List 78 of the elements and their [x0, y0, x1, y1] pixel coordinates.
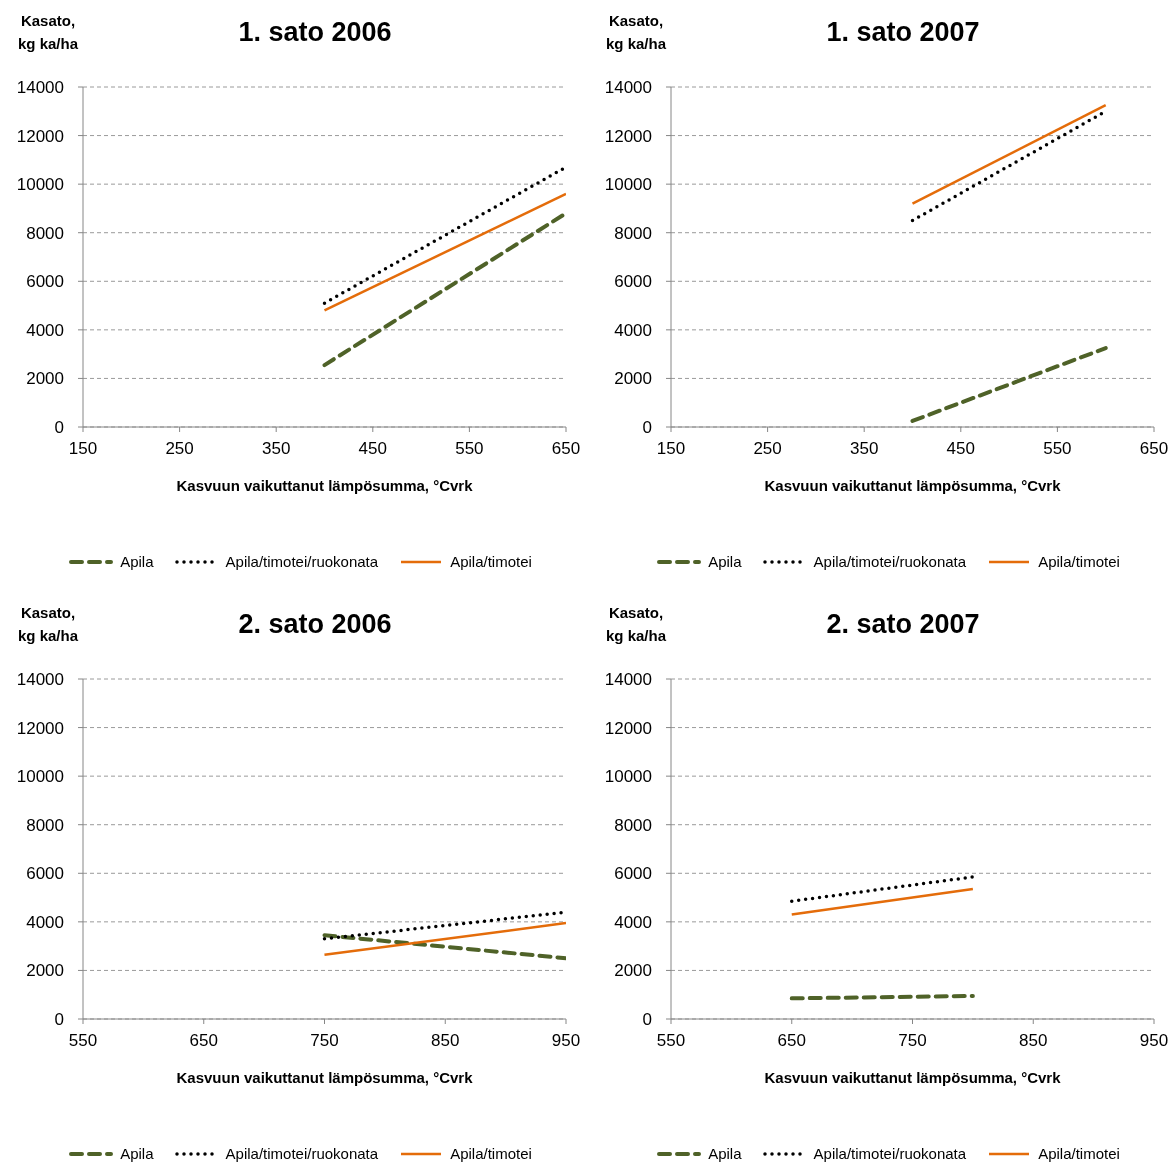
legend-label: Apila/timotei/ruokonata — [813, 1145, 967, 1162]
x-tick-label: 650 — [189, 1031, 218, 1051]
legend-label: Apila — [120, 553, 154, 570]
x-tick-label: 150 — [656, 439, 686, 459]
y-tick-label: 12000 — [604, 126, 652, 146]
y-axis-title: Kasato, kg ka/ha — [17, 603, 79, 646]
x-tick-label: 450 — [358, 439, 387, 459]
legend-label: Apila/timotei — [1038, 1145, 1120, 1162]
x-tick-label: 250 — [165, 439, 194, 459]
x-tick-label: 250 — [753, 439, 782, 459]
chart-title: 1. sato 2006 — [237, 16, 393, 49]
x-tick-label: 150 — [68, 439, 98, 459]
y-tick-label: 12000 — [16, 126, 64, 146]
y-axis-title: Kasato, kg ka/ha — [605, 603, 667, 646]
y-tick-label: 12000 — [604, 718, 652, 738]
x-axis-title: Kasvuun vaikuttanut lämpösumma, °Cvrk — [764, 1069, 1062, 1086]
x-tick-label: 750 — [898, 1031, 927, 1051]
x-tick-label: 550 — [68, 1031, 98, 1051]
legend-label: Apila — [120, 1145, 154, 1162]
legend-label: Apila/timotei/ruokonata — [225, 1145, 379, 1162]
chart-title: 1. sato 2007 — [825, 16, 981, 49]
y-tick-label: 8000 — [26, 815, 64, 835]
x-tick-label: 750 — [310, 1031, 339, 1051]
y-tick-label: 4000 — [614, 320, 652, 340]
y-tick-label: 2000 — [26, 369, 64, 389]
x-tick-label: 950 — [1139, 1031, 1169, 1051]
y-tick-label: 0 — [642, 418, 652, 438]
y-tick-label: 0 — [642, 1010, 652, 1030]
y-tick-label: 14000 — [604, 670, 652, 690]
y-tick-label: 6000 — [26, 864, 64, 884]
legend-label: Apila/timotei/ruokonata — [813, 553, 967, 570]
y-tick-label: 8000 — [614, 223, 652, 243]
y-tick-label: 6000 — [26, 272, 64, 292]
legend-label: Apila/timotei — [1038, 553, 1120, 570]
x-tick-label: 950 — [551, 1031, 581, 1051]
y-tick-label: 2000 — [614, 369, 652, 389]
legend-label: Apila/timotei — [450, 553, 532, 570]
y-tick-label: 10000 — [604, 175, 652, 195]
x-tick-label: 850 — [1019, 1031, 1048, 1051]
x-tick-label: 550 — [1043, 439, 1072, 459]
x-tick-label: 350 — [850, 439, 879, 459]
legend-label: Apila/timotei/ruokonata — [225, 553, 379, 570]
y-tick-label: 6000 — [614, 272, 652, 292]
y-axis-title: Kasato, kg ka/ha — [605, 11, 667, 54]
chart-title: 2. sato 2007 — [825, 608, 981, 641]
y-tick-label: 14000 — [16, 670, 64, 690]
y-tick-label: 2000 — [614, 961, 652, 981]
x-tick-label: 650 — [777, 1031, 806, 1051]
y-tick-label: 8000 — [614, 815, 652, 835]
legend-label: Apila/timotei — [450, 1145, 532, 1162]
y-tick-label: 0 — [54, 418, 64, 438]
y-tick-label: 4000 — [26, 912, 64, 932]
y-tick-label: 4000 — [26, 320, 64, 340]
legend-label: Apila — [708, 553, 742, 570]
x-axis-title: Kasvuun vaikuttanut lämpösumma, °Cvrk — [176, 1069, 474, 1086]
y-tick-label: 0 — [54, 1010, 64, 1030]
legend-label: Apila — [708, 1145, 742, 1162]
y-tick-label: 2000 — [26, 961, 64, 981]
x-axis-title: Kasvuun vaikuttanut lämpösumma, °Cvrk — [764, 477, 1062, 494]
y-tick-label: 14000 — [604, 78, 652, 98]
y-tick-label: 10000 — [16, 175, 64, 195]
y-tick-label: 10000 — [16, 767, 64, 787]
y-tick-label: 8000 — [26, 223, 64, 243]
x-tick-label: 650 — [551, 439, 581, 459]
y-tick-label: 6000 — [614, 864, 652, 884]
x-tick-label: 450 — [946, 439, 975, 459]
y-tick-label: 4000 — [614, 912, 652, 932]
x-tick-label: 550 — [656, 1031, 686, 1051]
y-tick-label: 10000 — [604, 767, 652, 787]
chart-title: 2. sato 2006 — [237, 608, 393, 641]
x-tick-label: 650 — [1139, 439, 1169, 459]
y-axis-title: Kasato, kg ka/ha — [17, 11, 79, 54]
x-tick-label: 350 — [262, 439, 291, 459]
x-tick-label: 550 — [455, 439, 484, 459]
x-tick-label: 850 — [431, 1031, 460, 1051]
x-axis-title: Kasvuun vaikuttanut lämpösumma, °Cvrk — [176, 477, 474, 494]
y-tick-label: 14000 — [16, 78, 64, 98]
y-tick-label: 12000 — [16, 718, 64, 738]
